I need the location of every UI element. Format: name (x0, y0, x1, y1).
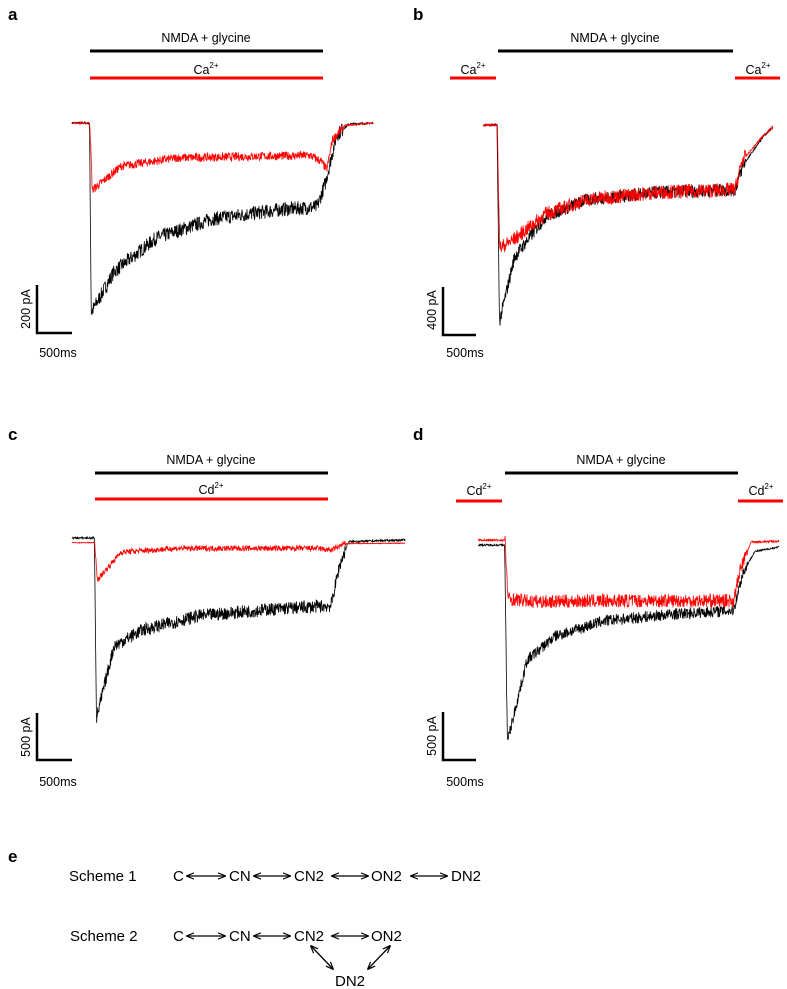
panel-label-c: c (8, 425, 17, 444)
state-cn2: CN2 (294, 868, 324, 885)
scale-x-label-c: 500ms (39, 775, 77, 789)
state-c: C (173, 868, 184, 885)
scale-x-label-b: 500ms (446, 346, 484, 360)
scale-bar-a: 200 pA 500ms (19, 285, 77, 360)
ion-label-c: Cd2+ (198, 481, 223, 497)
scheme-1: Scheme 1 C CN CN2 ON2 DN2 (69, 868, 481, 885)
ion-label-b-right: Ca2+ (745, 61, 770, 77)
scale-bar-c: 500 pA 500ms (19, 713, 77, 789)
ion-label-b-left: Ca2+ (460, 61, 485, 77)
state-dn2: DN2 (451, 868, 481, 885)
scale-y-label-a: 200 pA (19, 289, 33, 329)
panel-label-d: d (413, 425, 423, 444)
scheme-1-label: Scheme 1 (69, 868, 137, 885)
trace-c-ion (71, 540, 406, 582)
trace-d-control (477, 543, 780, 740)
trace-b-control (482, 122, 773, 326)
scale-y-label-b: 400 pA (425, 290, 439, 330)
state-c: C (173, 928, 184, 945)
scale-y-label-c: 500 pA (19, 717, 33, 757)
scale-y-label-d: 500 pA (425, 716, 439, 756)
trace-a-ion (71, 121, 374, 193)
scale-bar-d: 500 pA 500ms (425, 712, 484, 789)
arrow-icon (368, 946, 390, 969)
scale-x-label-a: 500ms (39, 346, 77, 360)
state-dn2: DN2 (335, 973, 365, 989)
application-label-b: NMDA + glycine (570, 31, 659, 45)
scheme-2: Scheme 2 C CN CN2 ON2 DN2 (70, 928, 402, 989)
trace-c-control (71, 535, 406, 723)
ion-label-a: Ca2+ (193, 61, 218, 77)
application-label-a: NMDA + glycine (161, 31, 250, 45)
state-on2: ON2 (371, 868, 402, 885)
panel-label-b: b (413, 5, 423, 24)
state-cn: CN (229, 868, 251, 885)
trace-a-control (71, 120, 374, 316)
scale-x-label-d: 500ms (446, 775, 484, 789)
panel-label-a: a (8, 5, 18, 24)
ion-label-d-right: Cd2+ (748, 482, 773, 498)
scheme-2-label: Scheme 2 (70, 928, 138, 945)
traces (71, 120, 780, 740)
state-cn2: CN2 (294, 928, 324, 945)
application-label-c: NMDA + glycine (166, 453, 255, 467)
trace-d-ion (477, 536, 780, 609)
panel-label-e: e (8, 847, 17, 866)
scale-bar-b: 400 pA 500ms (425, 287, 484, 360)
arrow-icon (311, 946, 333, 969)
state-on2: ON2 (371, 928, 402, 945)
application-label-d: NMDA + glycine (576, 453, 665, 467)
ion-label-d-left: Cd2+ (466, 482, 491, 498)
trace-b-ion (482, 123, 773, 253)
state-cn: CN (229, 928, 251, 945)
